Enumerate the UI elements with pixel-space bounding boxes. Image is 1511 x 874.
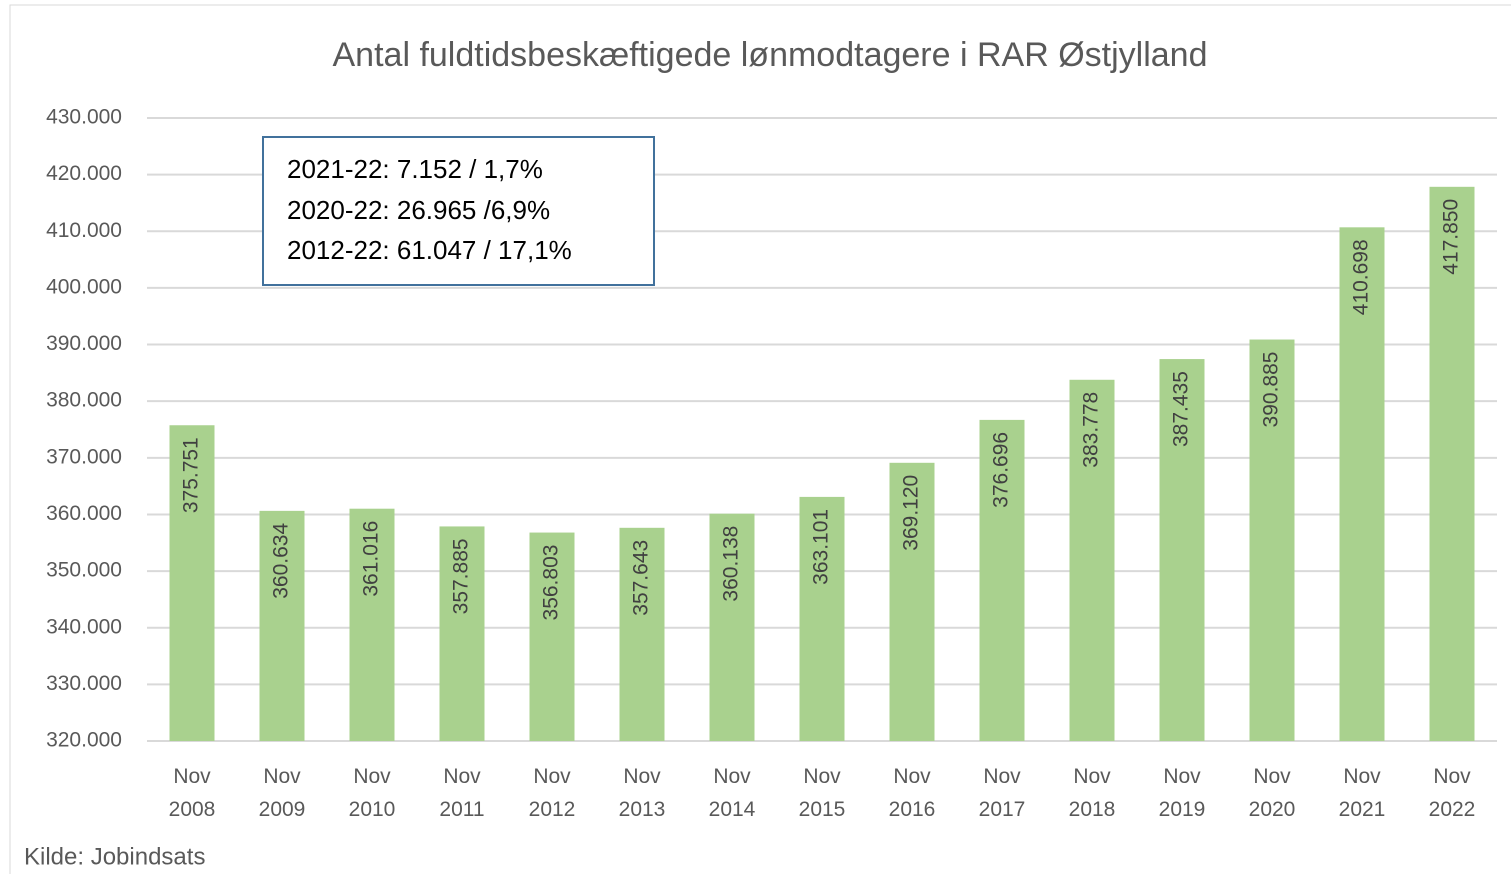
bar: [799, 496, 845, 741]
x-tick-label: Nov 2008: [168, 765, 216, 821]
value-label: 387.435: [1170, 371, 1193, 447]
value-label: 369.120: [900, 475, 923, 551]
value-label: 417.850: [1440, 199, 1463, 275]
y-tick-label: 340.000: [46, 615, 122, 638]
value-label: 356.803: [540, 545, 563, 621]
x-tick-label: Nov 2012: [528, 765, 576, 821]
bar: [889, 462, 935, 741]
x-tick-label: Nov 2018: [1068, 765, 1116, 821]
chart-title: Antal fuldtidsbeskæftigede lønmodtagere …: [333, 36, 1208, 74]
annotation: 2012-22: 61.047 / 17,1%: [287, 235, 572, 265]
value-label: 360.634: [270, 523, 293, 599]
x-tick-label: Nov 2019: [1158, 765, 1206, 821]
bar: [979, 419, 1025, 741]
bar: [349, 508, 395, 741]
x-tick-label: Nov 2011: [439, 765, 485, 821]
x-tick-label: Nov 2016: [888, 765, 936, 821]
bar: [619, 527, 665, 741]
bar: [259, 510, 305, 741]
bar: [1159, 359, 1205, 741]
value-label: 383.778: [1080, 392, 1103, 468]
x-tick-label: Nov 2017: [978, 765, 1026, 821]
annotation: 2020-22: 26.965 /6,9%: [287, 195, 550, 225]
y-tick-label: 380.000: [46, 389, 122, 412]
source: Kilde: Jobindsats: [24, 843, 205, 870]
x-tick-label: Nov 2015: [798, 765, 846, 821]
bar: [1339, 227, 1385, 741]
x-tick-label: Nov 2010: [348, 765, 396, 821]
x-tick-label: Nov 2009: [258, 765, 306, 821]
value-label: 375.751: [180, 437, 203, 513]
bar: [1249, 339, 1295, 741]
bar: [529, 532, 575, 741]
bar: [1069, 379, 1115, 741]
value-label: 363.101: [810, 509, 833, 585]
y-tick-label: 400.000: [46, 275, 122, 298]
y-tick-label: 320.000: [46, 729, 122, 752]
y-tick-label: 350.000: [46, 559, 122, 582]
annotation: 2021-22: 7.152 / 1,7%: [287, 154, 543, 184]
value-label: 376.696: [990, 432, 1013, 508]
value-label: 390.885: [1260, 352, 1283, 428]
value-label: 361.016: [360, 521, 383, 597]
x-tick-label: Nov 2021: [1338, 765, 1386, 821]
annotation-box: [262, 136, 655, 286]
value-label: 410.698: [1350, 239, 1373, 315]
chart-frame: [9, 4, 1511, 874]
y-tick-label: 430.000: [46, 106, 122, 129]
x-tick-label: Nov 2020: [1248, 765, 1296, 821]
bar: [709, 513, 755, 741]
y-tick-label: 420.000: [46, 162, 122, 185]
x-tick-label: Nov 2014: [708, 765, 756, 821]
y-tick-label: 410.000: [46, 219, 122, 242]
y-tick-label: 370.000: [46, 445, 122, 468]
bar: [169, 425, 215, 741]
bar: [1429, 186, 1475, 742]
x-tick-label: Nov 2013: [618, 765, 666, 821]
value-label: 360.138: [720, 526, 743, 602]
value-label: 357.643: [630, 540, 653, 616]
y-tick-label: 360.000: [46, 502, 122, 525]
y-tick-label: 390.000: [46, 332, 122, 355]
bar: [439, 526, 485, 741]
x-tick-label: Nov 2022: [1428, 765, 1476, 821]
y-tick-label: 330.000: [46, 672, 122, 695]
value-label: 357.885: [450, 538, 473, 614]
